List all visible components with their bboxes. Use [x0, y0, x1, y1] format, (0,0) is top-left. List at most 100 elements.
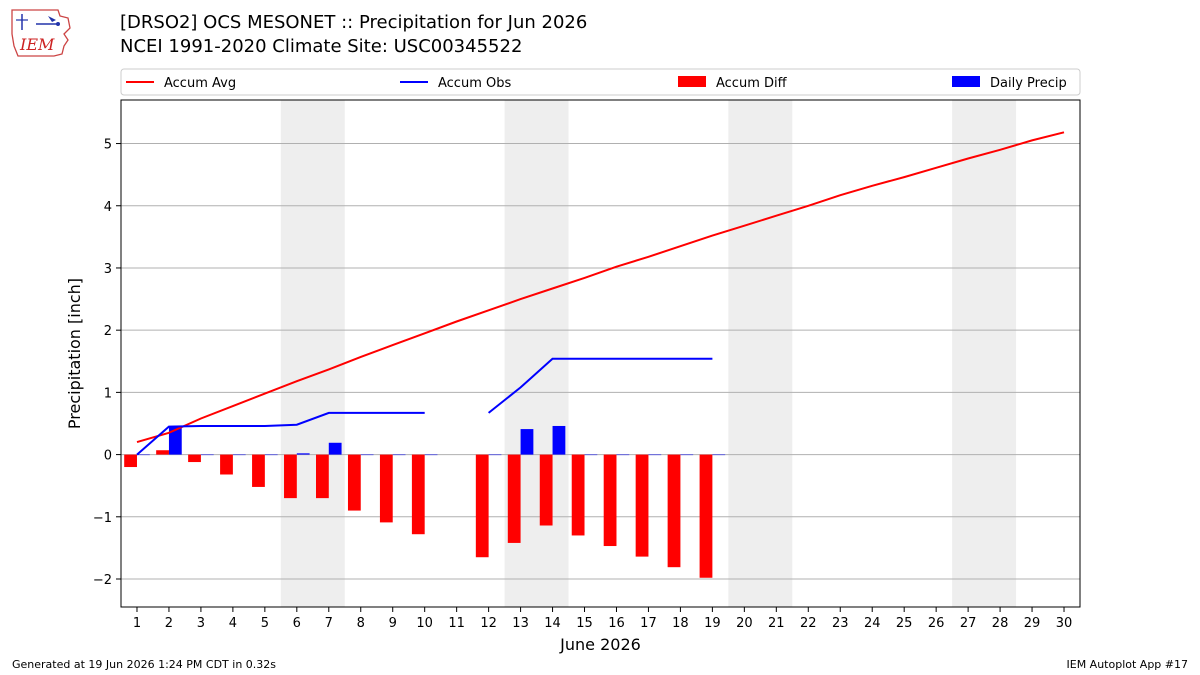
bar-accum-diff-day-7 [315, 454, 329, 499]
bar-daily-precip-day-1 [136, 454, 150, 456]
y-tick-label: −1 [93, 511, 112, 526]
bar-accum-diff-day-12 [475, 454, 489, 558]
bar-accum-diff-day-2 [156, 450, 169, 455]
bar-accum-diff-day-10 [411, 454, 425, 535]
legend-daily-precip-swatch [952, 76, 980, 87]
legend-accum-avg-label: Accum Avg [164, 76, 236, 91]
x-tick-label: 7 [325, 616, 333, 631]
bar-accum-diff-day-1 [124, 454, 137, 468]
bar-daily-precip-day-19 [712, 454, 726, 456]
weekend-shade-0 [280, 100, 345, 607]
legend-accum-diff-swatch [678, 76, 706, 87]
bar-accum-diff-day-14 [539, 454, 553, 526]
bar-accum-diff-day-18 [667, 454, 681, 568]
horizontal-gridlines [121, 143, 1080, 580]
bar-daily-precip-day-4 [232, 454, 246, 456]
x-tick-label: 24 [864, 616, 881, 631]
y-tick-label: 5 [104, 138, 112, 153]
line-accum-obs [136, 357, 713, 456]
x-tick-label: 21 [768, 616, 785, 631]
bar-daily-precip-day-17 [648, 454, 662, 456]
bar-accum-diff-day-5 [252, 454, 265, 487]
generated-timestamp: Generated at 19 Jun 2026 1:24 PM CDT in … [12, 658, 277, 671]
chart-legend: Accum Avg Accum Obs Accum Diff Daily Precip [120, 68, 1081, 96]
x-axis-label: June 2026 [559, 635, 641, 654]
bar-accum-diff-day-6 [284, 454, 297, 499]
x-tick-label: 9 [389, 616, 397, 631]
y-tick-label: −2 [93, 573, 112, 588]
bar-accum-diff-day-17 [635, 454, 649, 557]
bar-accum-diff-day-8 [347, 454, 361, 511]
bar-accum-diff-day-9 [379, 454, 393, 523]
bar-daily-precip-day-9 [392, 454, 406, 456]
x-tick-label: 15 [576, 616, 593, 631]
bar-daily-precip-day-18 [680, 454, 694, 456]
bar-daily-precip-day-6 [296, 453, 310, 455]
legend-daily-precip-label: Daily Precip [990, 76, 1067, 91]
x-tick-label: 5 [261, 616, 269, 631]
y-axis-label: Precipitation [inch] [65, 278, 84, 429]
bar-daily-precip-day-16 [616, 454, 630, 456]
bar-accum-diff-day-15 [571, 454, 585, 536]
x-tick-label: 13 [512, 616, 529, 631]
bar-series [124, 425, 726, 578]
x-tick-label: 4 [229, 616, 237, 631]
bar-daily-precip-day-15 [584, 454, 598, 456]
bar-daily-precip-day-13 [520, 429, 534, 455]
weekend-shade-2 [728, 100, 793, 607]
x-tick-label: 28 [992, 616, 1009, 631]
x-axis-ticks: 1 2 3 4 5 6 7 8 9 10 11 12 13 14 15 16 17 18 19 20 21 22 23 24 2… [133, 607, 1072, 631]
x-tick-label: 16 [608, 616, 625, 631]
y-tick-label: 1 [104, 386, 112, 401]
x-tick-label: 2 [165, 616, 173, 631]
x-tick-label: 3 [197, 616, 205, 631]
bar-accum-diff-day-19 [699, 454, 713, 578]
plot-area-frame [120, 99, 1081, 608]
iem-logo-icon: IEM [11, 9, 71, 57]
weekend-shading [280, 100, 1017, 607]
x-tick-label: 23 [832, 616, 849, 631]
y-tick-label: 0 [104, 449, 112, 464]
bar-daily-precip-day-2 [168, 426, 182, 455]
x-tick-label: 30 [1056, 616, 1073, 631]
x-tick-label: 17 [640, 616, 657, 631]
y-axis-ticks: −2 −1 0 1 2 3 4 5 [93, 138, 121, 588]
y-tick-label: 3 [104, 262, 112, 277]
line-accum-avg [136, 131, 1065, 444]
weekend-shade-3 [952, 100, 1017, 607]
x-tick-label: 22 [800, 616, 817, 631]
legend-accum-obs-label: Accum Obs [438, 76, 511, 91]
x-tick-label: 26 [928, 616, 945, 631]
legend-frame [120, 68, 1081, 96]
y-tick-label: 4 [104, 200, 112, 215]
x-tick-label: 14 [544, 616, 561, 631]
x-tick-label: 19 [704, 616, 721, 631]
x-tick-label: 6 [293, 616, 301, 631]
bar-daily-precip-day-12 [488, 454, 502, 456]
line-series [136, 131, 1065, 456]
bar-daily-precip-day-14 [552, 425, 566, 455]
x-tick-label: 1 [133, 616, 141, 631]
y-tick-label: 2 [104, 324, 112, 339]
chart-title: [DRSO2] OCS MESONET :: Precipitation for… [120, 12, 588, 33]
autoplot-app-label: IEM Autoplot App #17 [1066, 658, 1189, 671]
chart-subtitle: NCEI 1991-2020 Climate Site: USC00345522 [120, 36, 523, 57]
x-tick-label: 11 [448, 616, 465, 631]
x-tick-label: 25 [896, 616, 913, 631]
x-tick-label: 29 [1024, 616, 1041, 631]
x-tick-label: 10 [416, 616, 433, 631]
bar-daily-precip-day-7 [328, 442, 342, 455]
x-tick-label: 18 [672, 616, 689, 631]
legend-accum-diff-label: Accum Diff [716, 76, 788, 91]
x-tick-label: 8 [357, 616, 365, 631]
x-tick-label: 27 [960, 616, 977, 631]
logo-text: IEM [19, 35, 55, 54]
bar-daily-precip-day-3 [200, 454, 214, 456]
x-tick-label: 12 [480, 616, 497, 631]
bar-daily-precip-day-5 [264, 454, 278, 456]
bar-accum-diff-day-3 [188, 454, 201, 463]
bar-accum-diff-day-13 [507, 454, 521, 543]
x-tick-label: 20 [736, 616, 753, 631]
bar-accum-diff-day-16 [603, 454, 617, 547]
